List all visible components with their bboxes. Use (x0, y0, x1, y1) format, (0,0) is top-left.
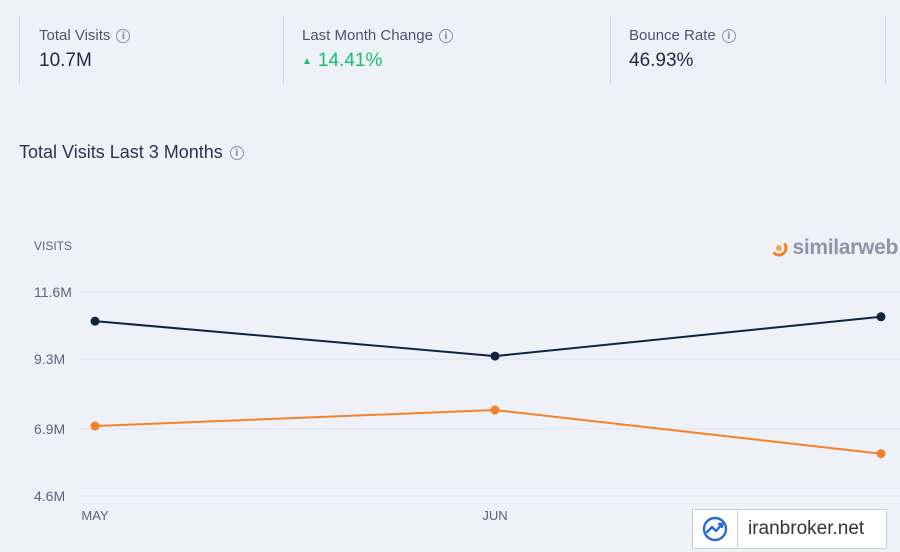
series-line-primary (94, 315, 882, 358)
y-tick-label: 6.9M (34, 421, 65, 437)
metric-label: Total Visits (39, 27, 111, 44)
x-tick-label: MAY (81, 508, 109, 523)
brand-logo: similarweb (770, 236, 898, 260)
metric-divider (19, 16, 20, 84)
data-point-secondary (90, 421, 100, 431)
metric-divider (283, 16, 284, 84)
trend-chart-icon (702, 516, 728, 542)
section-title: Total Visits Last 3 Months i (19, 142, 244, 163)
similarweb-logo-icon (770, 239, 788, 257)
info-icon[interactable]: i (116, 28, 131, 43)
x-tick-label: JUN (482, 508, 507, 523)
series-line-secondary (94, 409, 882, 455)
y-tick-label: 9.3M (34, 351, 65, 367)
metric-last-month-change: Last Month Change i ▲ 14.41% (302, 27, 453, 72)
metric-bounce-rate: Bounce Rate i 46.93% (629, 27, 736, 72)
metric-label: Last Month Change (302, 27, 433, 44)
watermark-text: iranbroker.net (748, 518, 865, 539)
metric-value: 46.93% (629, 50, 694, 71)
data-point-primary (90, 316, 100, 326)
y-axis-label: VISITS (34, 239, 72, 253)
watermark-icon-box (693, 510, 738, 548)
section-title-text: Total Visits Last 3 Months (19, 142, 223, 162)
brand-text: similarweb (792, 236, 898, 259)
metric-value: 10.7M (39, 50, 92, 71)
metric-total-visits: Total Visits i 10.7M (39, 27, 131, 72)
watermark[interactable]: iranbroker.net (692, 509, 887, 549)
data-point-secondary (490, 405, 500, 415)
info-icon[interactable]: i (721, 28, 736, 43)
metric-total-visits-label-row: Total Visits i (39, 27, 131, 44)
data-point-secondary (876, 449, 886, 459)
metric-divider (610, 16, 611, 84)
metric-value: 14.41% (317, 50, 383, 71)
metric-last-month-change-label-row: Last Month Change i (302, 27, 453, 44)
data-point-primary (490, 351, 500, 361)
metric-value-row: ▲ 14.41% (302, 50, 453, 72)
data-point-primary (876, 312, 886, 322)
info-icon[interactable]: i (438, 28, 453, 43)
up-arrow-icon: ▲ (302, 55, 312, 67)
y-tick-label: 4.6M (34, 488, 65, 504)
info-icon[interactable]: i (229, 145, 244, 160)
metric-divider (885, 16, 886, 84)
metric-label: Bounce Rate (629, 27, 716, 44)
metric-bounce-rate-label-row: Bounce Rate i (629, 27, 736, 44)
y-tick-label: 11.6M (34, 284, 72, 300)
metrics-bar: Total Visits i 10.7M Last Month Change i… (0, 0, 900, 100)
